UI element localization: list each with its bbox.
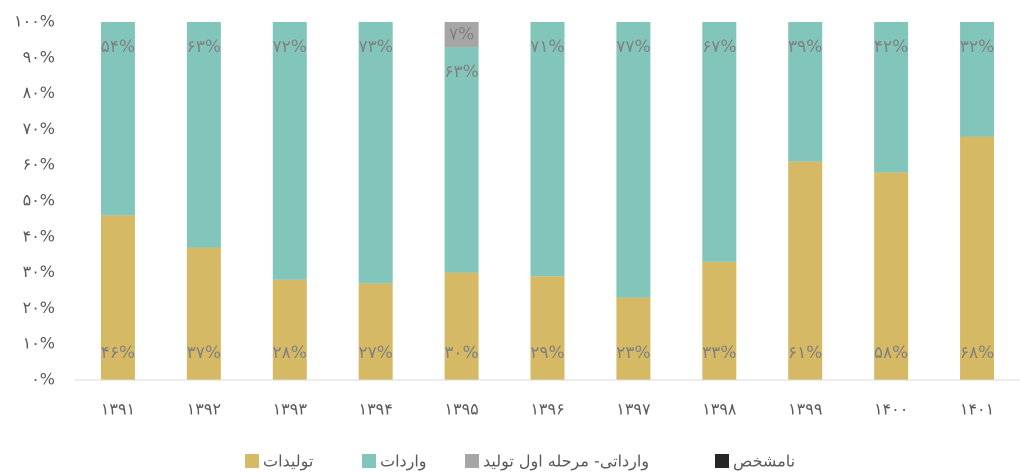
y-tick-label: ۰% (31, 370, 55, 389)
value-label: ۷% (449, 25, 474, 45)
bar-segment (702, 261, 737, 380)
bar-segment (530, 22, 565, 277)
legend-label: نامشخص (733, 452, 795, 472)
value-label: ۲۹% (530, 343, 564, 363)
y-tick-label: ۸۰% (23, 83, 55, 102)
value-label: ۶۳% (187, 37, 221, 57)
legend-swatch (362, 454, 376, 468)
bar-segment (788, 22, 823, 162)
value-label: ۴۲% (874, 37, 908, 57)
value-label: ۳۹% (788, 37, 822, 57)
legend-swatch (465, 454, 479, 468)
value-label: ۶۳% (444, 62, 478, 82)
x-tick-label: ۱۳۹۹ (788, 400, 822, 419)
x-tick-label: ۱۳۹۵ (444, 400, 478, 419)
value-label: ۷۱% (530, 37, 564, 57)
bar-segment (358, 283, 393, 380)
bar-segment (186, 247, 221, 380)
bar-segment (616, 297, 651, 380)
x-tick-label: ۱۴۰۰ (874, 400, 908, 419)
y-tick-label: ۷۰% (23, 119, 55, 138)
x-tick-label: ۱۳۹۳ (273, 400, 308, 419)
y-tick-label: ۵۰% (23, 191, 55, 210)
bar-segment (186, 22, 221, 248)
bar-segment (358, 22, 393, 284)
y-tick-label: ۱۰% (23, 334, 55, 353)
legend-label: تولیدات (263, 452, 313, 472)
y-tick-label: ۳۰% (23, 262, 55, 281)
value-label: ۲۸% (273, 343, 307, 363)
value-label: ۳۷% (187, 343, 221, 363)
value-label: ۷۳% (358, 37, 392, 57)
legend-swatch (715, 454, 729, 468)
bar-segment (444, 47, 479, 273)
bar-segment (100, 22, 135, 216)
x-tick-label: ۱۳۹۴ (358, 400, 392, 419)
y-tick-label: ۹۰% (23, 47, 55, 66)
bar-segment (960, 136, 995, 380)
x-tick-label: ۱۴۰۱ (960, 400, 994, 419)
y-tick-label: ۲۰% (23, 298, 55, 317)
value-label: ۳۰% (444, 343, 478, 363)
bar-segment (272, 22, 307, 280)
y-tick-label: ۱۰۰% (14, 12, 55, 31)
value-label: ۷۲% (273, 37, 307, 57)
bar-segment (702, 22, 737, 262)
bar-segment (100, 215, 135, 380)
value-label: ۵۴% (101, 37, 135, 57)
x-tick-label: ۱۳۹۷ (616, 400, 651, 419)
value-label: ۲۷% (358, 343, 392, 363)
y-tick-label: ۶۰% (23, 155, 55, 174)
legend-label: وارداتی- مرحله اول تولید (483, 452, 649, 472)
bar-segment (960, 22, 995, 137)
value-label: ۶۷% (702, 37, 736, 57)
value-label: ۵۸% (874, 343, 908, 363)
bar-segment (874, 22, 909, 173)
value-label: ۲۳% (616, 343, 650, 363)
x-tick-label: ۱۳۹۱ (101, 400, 135, 419)
x-tick-label: ۱۳۹۶ (530, 400, 564, 419)
value-label: ۶۱% (788, 343, 822, 363)
value-label: ۳۳% (702, 343, 736, 363)
bar-segment (530, 276, 565, 380)
legend-label: واردات (380, 452, 427, 472)
bar-segment (616, 22, 651, 298)
bar-segment (874, 172, 909, 380)
x-tick-label: ۱۳۹۸ (702, 400, 737, 419)
bar-segment (788, 161, 823, 380)
legend-swatch (245, 454, 259, 468)
value-label: ۶۸% (960, 343, 994, 363)
bar-segment (272, 279, 307, 380)
value-label: ۷۷% (616, 37, 650, 57)
value-label: ۴۶% (101, 343, 135, 363)
value-label: ۳۲% (960, 37, 994, 57)
bar-segment (444, 22, 479, 48)
bar-segment (444, 272, 479, 380)
y-tick-label: ۴۰% (23, 226, 55, 245)
x-tick-label: ۱۳۹۲ (187, 400, 221, 419)
